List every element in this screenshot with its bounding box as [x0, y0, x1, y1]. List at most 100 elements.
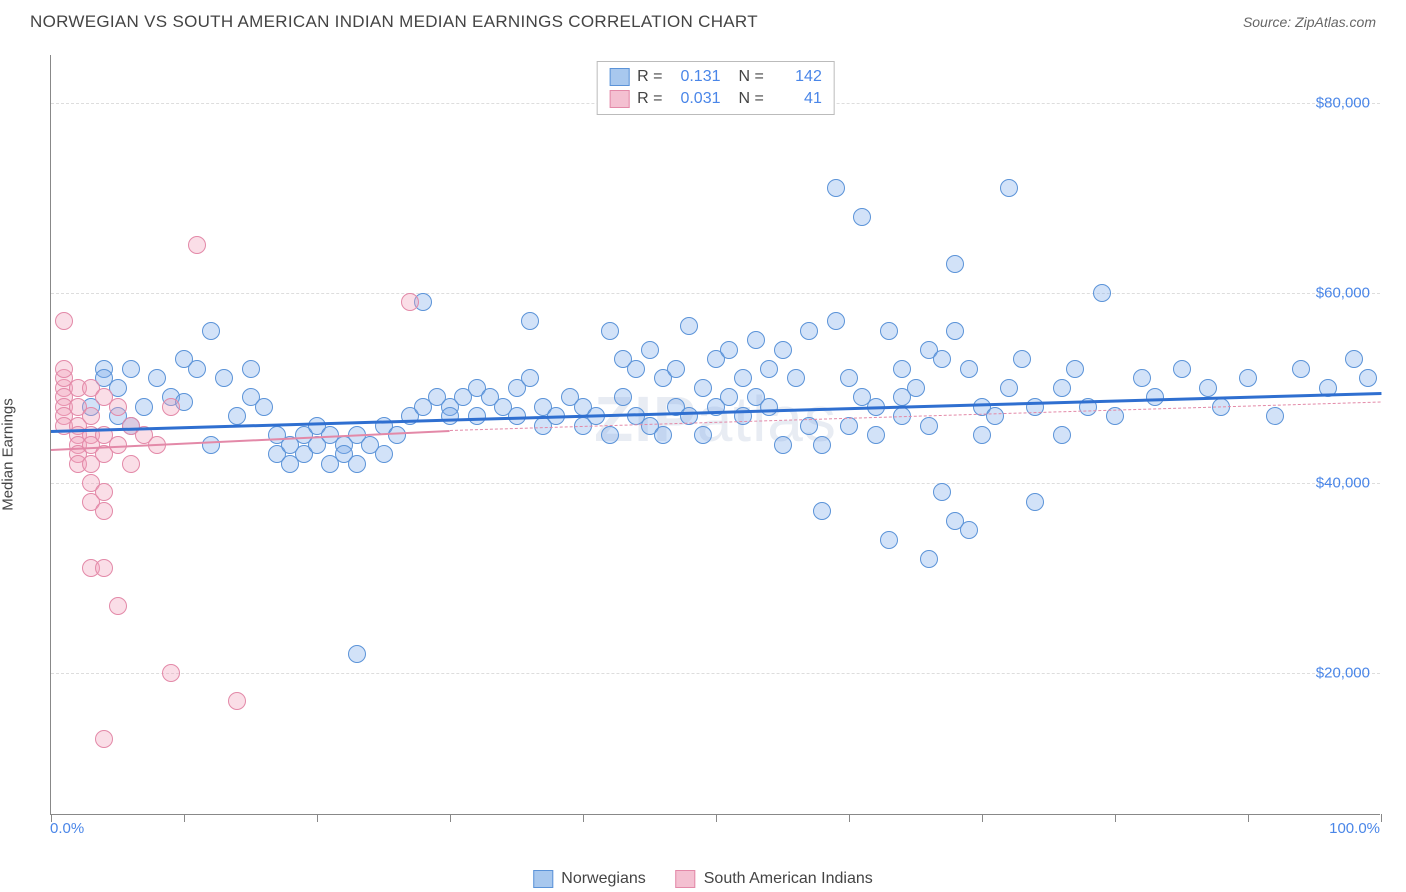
- data-point: [162, 398, 180, 416]
- data-point: [680, 317, 698, 335]
- data-point: [946, 322, 964, 340]
- stats-legend-box: R =0.131N =142R =0.031N =41: [596, 61, 835, 115]
- data-point: [95, 559, 113, 577]
- data-point: [95, 730, 113, 748]
- x-tick: [450, 814, 451, 822]
- data-point: [188, 360, 206, 378]
- data-point: [867, 426, 885, 444]
- x-tick: [317, 814, 318, 822]
- x-tick: [583, 814, 584, 822]
- data-point: [95, 502, 113, 520]
- legend-label: South American Indians: [704, 870, 873, 888]
- data-point: [521, 312, 539, 330]
- stat-n-value: 41: [772, 90, 822, 108]
- data-point: [827, 179, 845, 197]
- stats-row: R =0.131N =142: [609, 66, 822, 88]
- data-point: [401, 293, 419, 311]
- data-point: [1053, 379, 1071, 397]
- data-point: [1000, 179, 1018, 197]
- data-point: [228, 407, 246, 425]
- data-point: [720, 341, 738, 359]
- stat-r-label: R =: [637, 68, 662, 86]
- data-point: [109, 597, 127, 615]
- data-point: [840, 417, 858, 435]
- data-point: [787, 369, 805, 387]
- data-point: [614, 388, 632, 406]
- stats-row: R =0.031N =41: [609, 88, 822, 110]
- data-point: [760, 398, 778, 416]
- y-axis-label: Median Earnings: [0, 398, 17, 511]
- data-point: [880, 322, 898, 340]
- x-tick: [1381, 814, 1382, 822]
- x-tick: [184, 814, 185, 822]
- data-point: [720, 388, 738, 406]
- data-point: [933, 350, 951, 368]
- data-point: [1199, 379, 1217, 397]
- data-point: [907, 379, 925, 397]
- data-point: [202, 436, 220, 454]
- data-point: [348, 645, 366, 663]
- data-point: [1292, 360, 1310, 378]
- data-point: [986, 407, 1004, 425]
- stat-r-value: 0.031: [671, 90, 721, 108]
- data-point: [1000, 379, 1018, 397]
- data-point: [667, 360, 685, 378]
- data-point: [148, 369, 166, 387]
- data-point: [694, 426, 712, 444]
- y-tick-label: $40,000: [1316, 474, 1370, 491]
- data-point: [973, 426, 991, 444]
- data-point: [202, 322, 220, 340]
- data-point: [813, 436, 831, 454]
- series-swatch: [533, 870, 553, 888]
- data-point: [1345, 350, 1363, 368]
- data-point: [601, 426, 619, 444]
- series-legend: Norwegians South American Indians: [533, 870, 872, 888]
- data-point: [800, 322, 818, 340]
- data-point: [348, 455, 366, 473]
- data-point: [255, 398, 273, 416]
- data-point: [242, 360, 260, 378]
- data-point: [122, 360, 140, 378]
- data-point: [1133, 369, 1151, 387]
- gridline: [51, 673, 1380, 674]
- data-point: [893, 360, 911, 378]
- data-point: [1026, 493, 1044, 511]
- data-point: [1093, 284, 1111, 302]
- data-point: [946, 255, 964, 273]
- data-point: [375, 445, 393, 463]
- data-point: [960, 360, 978, 378]
- series-swatch: [609, 90, 629, 108]
- x-tick: [849, 814, 850, 822]
- data-point: [601, 322, 619, 340]
- data-point: [774, 341, 792, 359]
- x-tick: [1115, 814, 1116, 822]
- data-point: [135, 398, 153, 416]
- data-point: [920, 550, 938, 568]
- stat-n-value: 142: [772, 68, 822, 86]
- data-point: [747, 331, 765, 349]
- data-point: [734, 369, 752, 387]
- gridline: [51, 483, 1380, 484]
- data-point: [627, 360, 645, 378]
- stat-r-value: 0.131: [671, 68, 721, 86]
- x-tick: [982, 814, 983, 822]
- data-point: [827, 312, 845, 330]
- x-tick: [1248, 814, 1249, 822]
- chart-title: NORWEGIAN VS SOUTH AMERICAN INDIAN MEDIA…: [30, 12, 758, 32]
- data-point: [162, 664, 180, 682]
- data-point: [468, 407, 486, 425]
- data-point: [960, 521, 978, 539]
- data-point: [441, 407, 459, 425]
- y-tick-label: $60,000: [1316, 284, 1370, 301]
- data-point: [215, 369, 233, 387]
- data-point: [1066, 360, 1084, 378]
- legend-item: Norwegians: [533, 870, 645, 888]
- gridline: [51, 293, 1380, 294]
- data-point: [1239, 369, 1257, 387]
- stat-n-label: N =: [739, 90, 764, 108]
- data-point: [654, 426, 672, 444]
- series-swatch: [609, 68, 629, 86]
- data-point: [388, 426, 406, 444]
- y-tick-label: $80,000: [1316, 94, 1370, 111]
- data-point: [1266, 407, 1284, 425]
